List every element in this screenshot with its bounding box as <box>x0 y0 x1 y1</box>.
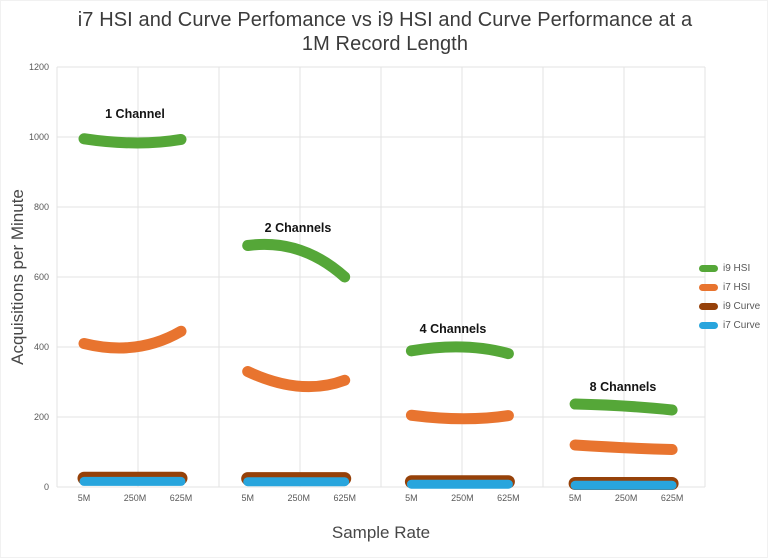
x-tick-label: 5M <box>569 493 582 503</box>
legend-swatch-icon <box>699 303 718 310</box>
series-i9-hsi-group4 <box>569 398 678 416</box>
legend-item-i7-curve: i7 Curve <box>699 316 760 335</box>
legend-label: i9 Curve <box>723 301 761 312</box>
chart-title-line2: 1M Record Length <box>301 33 469 55</box>
x-tick-label: 5M <box>78 493 91 503</box>
legend-item-i7-hsi: i7 HSI <box>699 278 760 297</box>
y-tick-label: 0 <box>44 482 49 492</box>
x-tick-label: 625M <box>170 493 193 503</box>
y-tick-label: 1000 <box>29 132 49 142</box>
legend-label: i7 HSI <box>723 282 751 293</box>
x-tick-label: 250M <box>615 493 638 503</box>
series-i7-hsi-group1 <box>78 325 187 354</box>
channel-annotation: 8 Channels <box>590 380 657 394</box>
legend: i9 HSI i7 HSI i9 Curve i7 Curve <box>699 259 760 335</box>
x-tick-label: 250M <box>287 493 310 503</box>
x-tick-label: 250M <box>124 493 147 503</box>
x-tick-label: 5M <box>241 493 254 503</box>
legend-label: i9 HSI <box>723 263 751 274</box>
channel-annotation: 1 Channel <box>105 107 165 121</box>
x-tick-label: 625M <box>661 493 684 503</box>
legend-item-i9-hsi: i9 HSI <box>699 259 760 278</box>
y-tick-label: 200 <box>34 412 49 422</box>
channel-annotation: 2 Channels <box>265 221 332 235</box>
y-tick-label: 1200 <box>29 62 49 72</box>
x-axis-title: Sample Rate <box>331 523 431 542</box>
y-tick-label: 600 <box>34 272 49 282</box>
legend-swatch-icon <box>699 265 718 272</box>
legend-label: i7 Curve <box>723 320 761 331</box>
series-i9-hsi-group1 <box>78 133 187 149</box>
x-tick-label: 625M <box>333 493 356 503</box>
series-i7-hsi-group2 <box>242 366 351 393</box>
series-i7-hsi-group3 <box>405 409 514 425</box>
series-i7-hsi-group4 <box>569 439 678 456</box>
y-tick-label: 400 <box>34 342 49 352</box>
x-tick-label: 625M <box>497 493 520 503</box>
series-i9-hsi-group3 <box>405 341 514 360</box>
x-tick-label: 5M <box>405 493 418 503</box>
series-i9-hsi-group2 <box>242 238 351 283</box>
legend-item-i9-curve: i9 Curve <box>699 297 760 316</box>
legend-swatch-icon <box>699 284 718 291</box>
chart-title: i7 HSI and Curve Perfomance vs i9 HSI an… <box>1 8 767 56</box>
chart-title-line1: i7 HSI and Curve Perfomance vs i9 HSI an… <box>77 9 693 31</box>
channel-annotation: 4 Channels <box>420 322 487 336</box>
x-tick-label: 250M <box>451 493 474 503</box>
legend-swatch-icon <box>699 322 718 329</box>
y-axis-title: Acquisitions per Minute <box>8 189 27 365</box>
y-tick-label: 800 <box>34 202 49 212</box>
